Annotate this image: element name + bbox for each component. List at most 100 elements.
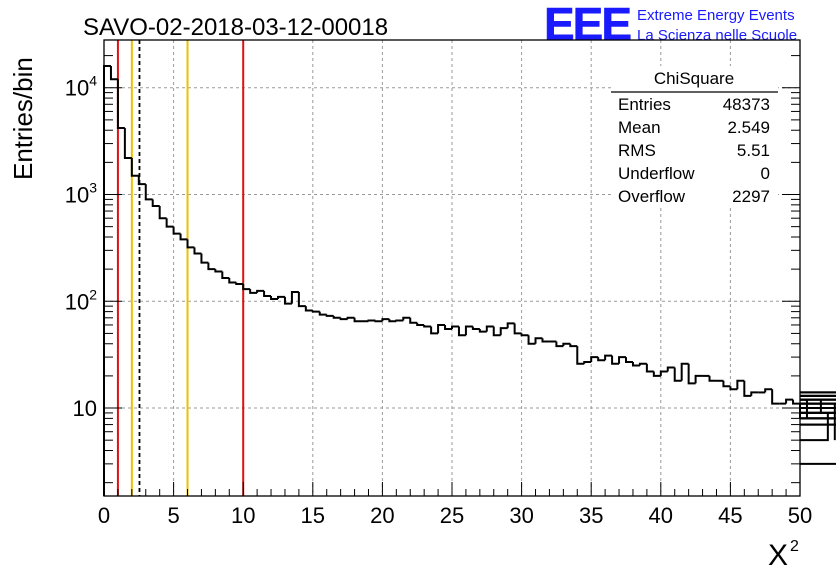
histogram-bin	[353, 317, 362, 323]
histogram-bin	[729, 386, 738, 391]
x-tick-label: 10	[231, 503, 255, 528]
histogram-bin	[165, 218, 174, 228]
histogram-bin	[541, 338, 550, 343]
histogram-bin	[687, 363, 696, 385]
histogram-bin	[130, 157, 139, 177]
histogram-bin	[374, 320, 383, 323]
histogram-bin	[736, 379, 745, 390]
histogram-bin	[214, 269, 223, 273]
histogram-bin	[228, 278, 237, 284]
x-tick-labels: 0 5 10 15 20 25 30 35 40 45 50	[98, 503, 812, 528]
histogram-bin	[249, 289, 258, 294]
reference-lines	[116, 40, 245, 496]
histogram-bin	[534, 337, 543, 344]
histogram-bin	[304, 306, 313, 312]
histogram-bin	[179, 233, 188, 241]
x-tick-label: 15	[301, 503, 325, 528]
stats-rows: Entries 48373 Mean 2.549 RMS 5.51 Underflow 0 Ov…	[618, 95, 770, 206]
histogram-bin	[722, 380, 731, 388]
histogram-bin	[576, 346, 585, 365]
histogram-bin	[569, 343, 578, 348]
histogram-bin	[743, 380, 752, 397]
y-tick-labels: 10 102 103 104	[65, 73, 97, 421]
histogram-bin	[172, 226, 181, 235]
histogram-bin	[800, 407, 836, 410]
histogram-bin	[800, 417, 836, 420]
histogram-bin	[381, 318, 390, 322]
stats-value: 48373	[723, 95, 770, 114]
histogram-bin	[764, 388, 773, 393]
stats-value: 0	[761, 164, 770, 183]
histogram-bin	[555, 341, 564, 348]
histogram-bin	[409, 317, 418, 324]
histogram-bin	[290, 291, 299, 304]
histogram-bin	[652, 371, 661, 377]
x-tick-label: 20	[370, 503, 394, 528]
histogram-bin	[423, 324, 432, 328]
histogram-bin	[800, 407, 836, 410]
histogram-bin	[590, 356, 599, 362]
histogram-bin	[395, 319, 404, 322]
histogram-bin	[800, 399, 822, 414]
x-tick-label: 30	[509, 503, 533, 528]
histogram-bin	[499, 327, 508, 336]
histogram-bin	[444, 324, 452, 330]
histogram-bin	[792, 399, 800, 405]
histogram-bin	[666, 366, 675, 372]
histogram-bin	[527, 335, 536, 345]
histogram-bin	[583, 360, 592, 364]
histogram-bin	[604, 354, 613, 361]
histogram-bin	[625, 357, 633, 363]
histogram-bin	[471, 326, 480, 330]
stats-label: RMS	[618, 141, 656, 160]
histogram-bin	[631, 361, 640, 367]
y-tick-label: 10	[73, 396, 97, 421]
histogram-bin	[416, 322, 425, 326]
histogram-bin	[638, 362, 647, 366]
histogram-bin	[771, 389, 780, 405]
histogram-bin	[785, 398, 794, 404]
x-tick-label: 25	[440, 503, 464, 528]
histogram-bin	[318, 311, 327, 316]
stats-box: ChiSquare Entries 48373 Mean 2.549 RMS 5.51 Un…	[611, 66, 778, 206]
x-tick-label: 35	[579, 503, 603, 528]
stats-value: 2297	[732, 187, 770, 206]
histogram-bin	[123, 127, 132, 159]
histogram-bin	[694, 374, 703, 384]
x-axis-label-text: X	[768, 539, 788, 572]
histogram-bin	[186, 239, 195, 249]
histogram-bin	[645, 363, 654, 373]
histogram-bin	[346, 316, 355, 320]
histogram-bin	[325, 314, 334, 317]
stats-label: Mean	[618, 118, 661, 137]
run-title: SAVO-02-2018-03-12-00018	[83, 14, 388, 41]
x-axis-label-superscript: 2	[790, 538, 799, 555]
histogram-bin	[708, 375, 717, 382]
histogram-bin	[520, 333, 529, 337]
x-tick-label: 5	[167, 503, 179, 528]
y-tick-label: 103	[65, 180, 97, 208]
y-tick-label: 104	[65, 73, 97, 101]
histogram-bin	[437, 323, 446, 334]
histogram-bin	[673, 367, 682, 382]
stats-label: Overflow	[618, 187, 686, 206]
x-tick-label: 50	[788, 503, 812, 528]
x-tick-label: 0	[98, 503, 110, 528]
histogram-bin	[800, 462, 836, 465]
histogram-bin	[137, 175, 146, 186]
histogram-bin	[562, 342, 571, 347]
histogram-bin	[235, 282, 244, 286]
histogram-bin	[332, 315, 341, 319]
histogram-bin	[256, 289, 265, 293]
histogram-bin	[800, 407, 836, 410]
histogram-bin	[680, 362, 689, 381]
histogram-bin	[800, 394, 836, 397]
histogram-bin	[659, 370, 668, 376]
stats-value: 5.51	[737, 141, 770, 160]
x-tick-label: 40	[649, 503, 673, 528]
histogram-bin	[618, 356, 626, 364]
histogram-bin	[388, 319, 397, 323]
histogram-bin	[270, 296, 278, 301]
histogram-bin	[221, 271, 230, 280]
stats-label: Entries	[618, 95, 671, 114]
